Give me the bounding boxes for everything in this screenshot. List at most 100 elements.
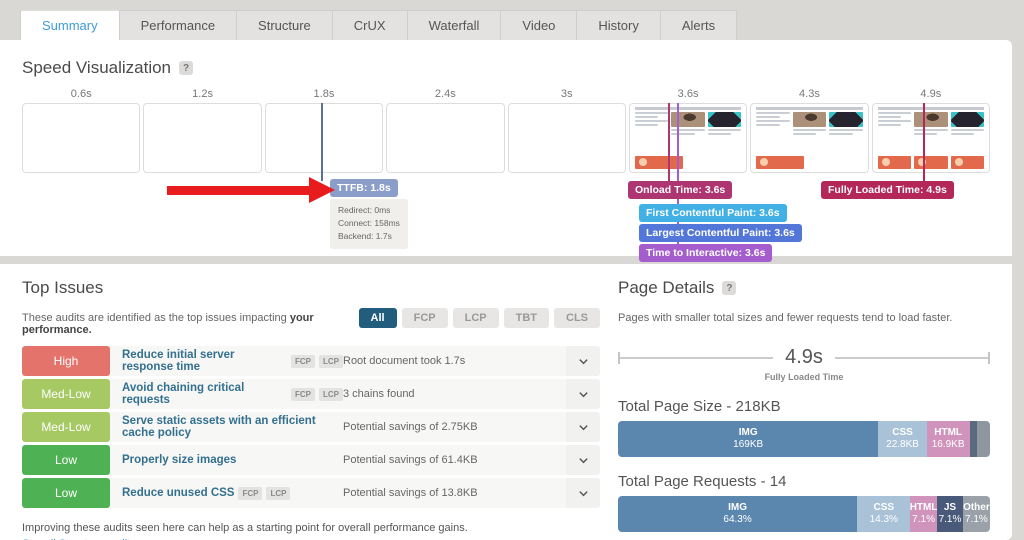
- report-tabbar: Summary Performance Structure CrUX Water…: [20, 10, 1024, 40]
- tab-crux[interactable]: CrUX: [332, 10, 408, 40]
- ttfb-redirect: Redirect: 0ms: [338, 205, 391, 215]
- chevron-down-icon[interactable]: [566, 412, 600, 442]
- time-label: 3.6s: [677, 88, 699, 100]
- chevron-down-icon[interactable]: [566, 445, 600, 475]
- filmstrip-frame[interactable]: [871, 103, 990, 173]
- top-issues-section: Top Issues These audits are identified a…: [22, 278, 600, 540]
- segment-name: IMG: [728, 501, 748, 513]
- requests-segment-img: IMG 64.3%: [618, 496, 858, 532]
- filmstrip-frame[interactable]: [386, 103, 505, 173]
- filter-tbt-button[interactable]: TBT: [503, 308, 549, 328]
- fully-loaded-time-slider[interactable]: 4.9s: [618, 346, 990, 369]
- slider-value: 4.9s: [785, 346, 823, 368]
- segment-name: JS: [943, 501, 957, 513]
- filmstrip: [22, 103, 990, 173]
- segment-name: IMG: [738, 426, 758, 438]
- page-requests-bar: IMG 64.3% CSS 14.3% HTML 7.1% JS 7.1% Ot…: [618, 496, 990, 532]
- total-page-size-title: Total Page Size - 218KB: [618, 398, 781, 415]
- filmstrip-frame[interactable]: [143, 103, 262, 173]
- red-arrow-icon: [167, 177, 335, 203]
- segment-name: HTML: [934, 426, 963, 438]
- top-issues-title: Top Issues: [22, 278, 104, 297]
- time-to-interactive-badge: Time to Interactive: 3.6s: [639, 244, 773, 262]
- issue-title[interactable]: Avoid chaining critical requests: [122, 382, 245, 406]
- filmstrip-frame[interactable]: [628, 103, 748, 173]
- tab-video[interactable]: Video: [501, 10, 578, 40]
- issue-row: Med-Low Serve static assets with an effi…: [22, 412, 600, 442]
- issues-footer-text: Improving these audits seen here can hel…: [22, 522, 468, 534]
- speed-visualization-title: Speed Visualization: [22, 58, 172, 77]
- chevron-down-icon[interactable]: [566, 379, 600, 409]
- requests-segment-js: JS 7.1%: [936, 496, 964, 532]
- segment-name: Other: [963, 501, 990, 513]
- fully-loaded-marker-line: [923, 103, 925, 187]
- size-segment-css: CSS 22.8KB: [878, 421, 927, 457]
- top-issues-subtitle: These audits are identified as the top i…: [22, 308, 359, 336]
- segment-value: 7.1%: [912, 514, 935, 525]
- ttfb-badge: TTFB: 1.8s: [330, 179, 398, 197]
- time-label: 1.2s: [192, 88, 213, 100]
- filter-fcp-button[interactable]: FCP: [401, 308, 448, 328]
- see-all-structure-audits-link[interactable]: See all Structure audits.: [22, 538, 139, 540]
- time-label: 4.9s: [920, 88, 942, 100]
- lcp-tag: LCP: [319, 387, 343, 401]
- page-thumbnail: [751, 104, 867, 172]
- page-details-title: Page Details: [618, 278, 715, 297]
- chevron-down-icon[interactable]: [566, 478, 600, 508]
- fcp-tag: FCP: [238, 486, 263, 500]
- ttfb-connect: Connect: 158ms: [338, 218, 400, 229]
- issue-row: Med-Low Avoid chaining critical requests…: [22, 379, 600, 409]
- tab-waterfall[interactable]: Waterfall: [407, 10, 502, 40]
- help-icon[interactable]: ?: [179, 61, 194, 75]
- segment-value: 169KB: [733, 439, 764, 450]
- filter-cls-button[interactable]: CLS: [554, 308, 600, 328]
- segment-value: 64.3%: [723, 514, 752, 525]
- issue-description: Potential savings of 2.75KB: [343, 421, 478, 433]
- tab-alerts[interactable]: Alerts: [660, 10, 738, 40]
- issue-title[interactable]: Reduce initial server response time: [122, 349, 235, 373]
- first-contentful-paint-badge: First Contentful Paint: 3.6s: [639, 204, 787, 222]
- time-label: 3s: [560, 88, 573, 100]
- issue-list: High Reduce initial server response time…: [22, 346, 600, 508]
- issue-row: Low Properly size images Potential savin…: [22, 445, 600, 475]
- ttfb-backend: Backend: 1.7s: [338, 231, 392, 242]
- segment-value: 14.3%: [869, 514, 898, 525]
- time-label: 1.8s: [313, 88, 335, 100]
- largest-contentful-paint-badge: Largest Contentful Paint: 3.6s: [639, 224, 802, 242]
- issue-title[interactable]: Properly size images: [122, 454, 237, 466]
- tab-summary[interactable]: Summary: [20, 10, 120, 40]
- segment-value: 16.9KB: [931, 439, 965, 450]
- size-segment-js: [969, 421, 977, 457]
- time-label: 0.6s: [70, 88, 92, 100]
- requests-segment-other: Other 7.1%: [963, 496, 990, 532]
- tab-history[interactable]: History: [577, 10, 661, 40]
- filmstrip-frame[interactable]: [507, 103, 626, 173]
- filter-lcp-button[interactable]: LCP: [452, 308, 499, 328]
- filmstrip-frame[interactable]: [750, 103, 869, 173]
- issue-row: High Reduce initial server response time…: [22, 346, 600, 376]
- size-segment-img: IMG 169KB: [618, 421, 879, 457]
- filmstrip-frame[interactable]: [264, 103, 384, 173]
- ttfb-marker-line: [321, 103, 323, 181]
- total-page-requests-title: Total Page Requests - 14: [618, 473, 787, 490]
- tab-structure[interactable]: Structure: [237, 10, 333, 40]
- tab-performance[interactable]: Performance: [119, 10, 238, 40]
- issue-description: Root document took 1.7s: [343, 355, 466, 367]
- issue-title[interactable]: Serve static assets with an efficient ca…: [122, 415, 316, 439]
- tti-marker-line: [677, 103, 679, 249]
- onload-time-badge: Onload Time: 3.6s: [628, 181, 733, 199]
- filmstrip-frame[interactable]: [22, 103, 141, 173]
- fully-loaded-time-badge: Fully Loaded Time: 4.9s: [821, 181, 954, 199]
- onload-marker-line: [668, 103, 670, 187]
- help-icon[interactable]: ?: [722, 281, 737, 295]
- issue-filters: All FCP LCP TBT CLS: [358, 308, 600, 328]
- issue-row: Low Reduce unused CSS FCP LCP Potential …: [22, 478, 600, 508]
- fcp-tag: FCP: [291, 354, 315, 368]
- issue-title[interactable]: Reduce unused CSS: [122, 487, 235, 499]
- chevron-down-icon[interactable]: [566, 346, 600, 376]
- segment-value: 7.1%: [964, 514, 988, 525]
- issue-description: 3 chains found: [343, 388, 415, 400]
- page-details-subtitle: Pages with smaller total sizes and fewer…: [618, 312, 953, 324]
- segment-name: CSS: [873, 501, 895, 513]
- filter-all-button[interactable]: All: [358, 308, 397, 328]
